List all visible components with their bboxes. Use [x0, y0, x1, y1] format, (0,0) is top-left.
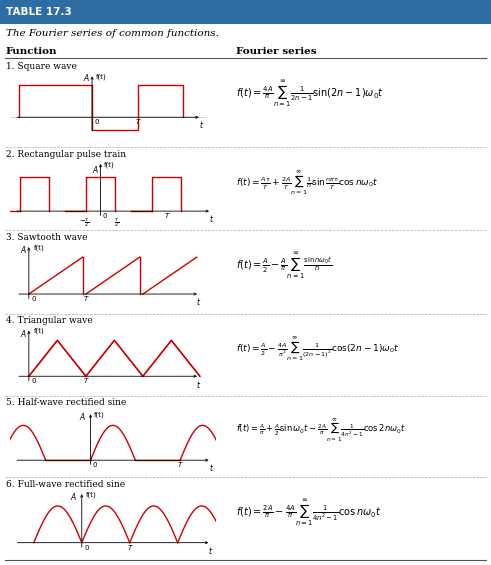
Text: TABLE 17.3: TABLE 17.3 [6, 7, 72, 17]
Text: t: t [199, 121, 202, 130]
Text: f(t): f(t) [34, 244, 45, 251]
FancyBboxPatch shape [0, 0, 491, 24]
Text: T: T [164, 213, 169, 219]
Text: A: A [80, 413, 85, 422]
Text: T: T [136, 119, 140, 125]
Text: t: t [209, 547, 212, 556]
Text: 5. Half-wave rectified sine: 5. Half-wave rectified sine [6, 398, 126, 407]
Text: $f(t) = \frac{A\tau}{T} + \frac{2A}{T} \sum_{n=1}^{\infty} \frac{1}{n} \sin\frac: $f(t) = \frac{A\tau}{T} + \frac{2A}{T} \… [236, 168, 378, 197]
Text: $-\frac{\tau}{2}$: $-\frac{\tau}{2}$ [79, 216, 89, 229]
Text: A: A [21, 246, 26, 255]
Text: f(t): f(t) [34, 328, 45, 334]
Text: t: t [197, 298, 200, 307]
Text: $\frac{\tau}{2}$: $\frac{\tau}{2}$ [114, 216, 120, 229]
Text: T: T [84, 296, 88, 302]
Text: Fourier series: Fourier series [236, 47, 316, 56]
Text: 2. Rectangular pulse train: 2. Rectangular pulse train [6, 150, 126, 159]
Text: f(t): f(t) [96, 73, 107, 80]
Text: t: t [197, 381, 200, 389]
Text: 0: 0 [32, 378, 36, 384]
Text: t: t [210, 215, 213, 224]
Text: $f(t) = \frac{A}{\pi} + \frac{A}{2} \sin\omega_0 t - \frac{2A}{\pi} \sum_{n=1}^{: $f(t) = \frac{A}{\pi} + \frac{A}{2} \sin… [236, 417, 406, 445]
Text: A: A [21, 329, 26, 338]
Text: 0: 0 [103, 213, 107, 219]
Text: f(t): f(t) [104, 161, 114, 168]
Text: 4. Triangular wave: 4. Triangular wave [6, 316, 92, 325]
Text: $f(t) = \frac{2A}{\pi} - \frac{4A}{\pi} \sum_{n=1}^{\infty} \frac{1}{4n^2-1} \co: $f(t) = \frac{2A}{\pi} - \frac{4A}{\pi} … [236, 498, 382, 529]
Text: t: t [209, 464, 212, 473]
Text: A: A [71, 493, 76, 502]
Text: $f(t) = \frac{4A}{\pi} \sum_{n=1}^{\infty} \frac{1}{2n-1} \sin(2n-1)\omega_0 t$: $f(t) = \frac{4A}{\pi} \sum_{n=1}^{\inft… [236, 79, 383, 110]
Text: 0: 0 [84, 545, 89, 550]
Text: 6. Full-wave rectified sine: 6. Full-wave rectified sine [6, 480, 125, 489]
Text: T: T [178, 462, 182, 468]
Text: A: A [92, 166, 97, 175]
Text: f(t): f(t) [94, 411, 105, 418]
Text: T: T [128, 545, 132, 550]
Text: 1. Square wave: 1. Square wave [6, 62, 77, 71]
Text: T: T [84, 378, 88, 384]
Text: 0: 0 [32, 296, 36, 302]
Text: 3. Sawtooth wave: 3. Sawtooth wave [6, 233, 87, 242]
Text: The Fourier series of common functions.: The Fourier series of common functions. [6, 29, 219, 38]
Text: 0: 0 [94, 119, 99, 125]
Text: f(t): f(t) [85, 492, 96, 498]
Text: 0: 0 [93, 462, 97, 468]
Text: $f(t) = \frac{A}{2} - \frac{4A}{\pi^2} \sum_{n=1}^{\infty} \frac{1}{(2n-1)^2} \c: $f(t) = \frac{A}{2} - \frac{4A}{\pi^2} \… [236, 334, 399, 363]
Text: A: A [83, 74, 88, 83]
Text: Function: Function [6, 47, 57, 56]
Text: $f(t) = \frac{A}{2} - \frac{A}{\pi} \sum_{n=1}^{\infty} \frac{\sin n\omega_0 t}{: $f(t) = \frac{A}{2} - \frac{A}{\pi} \sum… [236, 251, 332, 281]
